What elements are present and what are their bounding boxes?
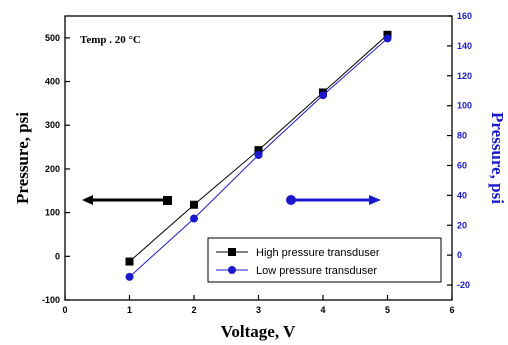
x-tick-label: 2 [191,305,196,315]
y-tick-label-right: 20 [457,220,467,230]
data-point-low-pressure [254,151,263,160]
x-tick-label: 3 [256,305,261,315]
x-tick-label: 5 [385,305,390,315]
y-tick-label-right: 60 [457,160,467,170]
x-tick-label: 0 [62,305,67,315]
y-tick-label-right: 160 [457,11,472,21]
y-tick-label-right: 0 [457,250,462,260]
y-tick-label-left: 200 [45,164,60,174]
data-point-low-pressure [319,91,327,100]
x-tick-label: 6 [449,305,454,315]
data-point-high-pressure [190,200,198,209]
legend-entry-low-pressure: Low pressure transduser [216,265,377,277]
legend-label-low-pressure: Low pressure transduser [256,265,377,277]
x-tick-label: 4 [320,305,325,315]
y-tick-label-right: -20 [457,280,470,290]
data-point-high-pressure [254,146,263,155]
y-tick-label-left: 100 [45,208,60,218]
y-tick-label-right: 140 [457,41,472,51]
y-tick-label-left: 500 [45,33,60,43]
right-axis-arrow [286,195,381,205]
y-tick-label-left: 400 [45,77,60,87]
legend-box [207,237,442,283]
legend-entry-high-pressure: High pressure transduser [216,247,380,259]
y-tick-label-left: 0 [55,251,60,261]
tick-group: 0 1 2 3 4 5 6-1000100200300400500-200204060801… [42,11,472,315]
data-point-high-pressure [125,257,134,266]
x-tick-label: 1 [127,305,132,315]
data-point-low-pressure [190,214,198,223]
temperature-annotation: Temp . 20 °C [80,34,141,46]
y-axis-title-left: Pressure, psi [13,112,32,204]
y-tick-label-right: 80 [457,131,467,141]
legend-label-high-pressure: High pressure transduser [256,247,380,259]
y-tick-label-left: 300 [45,120,60,130]
y-tick-label-right: 120 [457,71,472,81]
x-axis-title: Voltage, V [221,322,296,341]
y-tick-label-right: 40 [457,190,467,200]
left-axis-arrow [82,195,172,205]
y-axis-title-right: Pressure, psi [488,112,507,204]
y-tick-label-right: 100 [457,101,472,111]
legend: High pressure transduser Low pressure tr… [207,237,442,283]
y-tick-label-left: -100 [42,295,60,305]
data-point-low-pressure [383,34,392,43]
data-point-low-pressure [125,272,134,281]
series-layer [125,30,392,281]
